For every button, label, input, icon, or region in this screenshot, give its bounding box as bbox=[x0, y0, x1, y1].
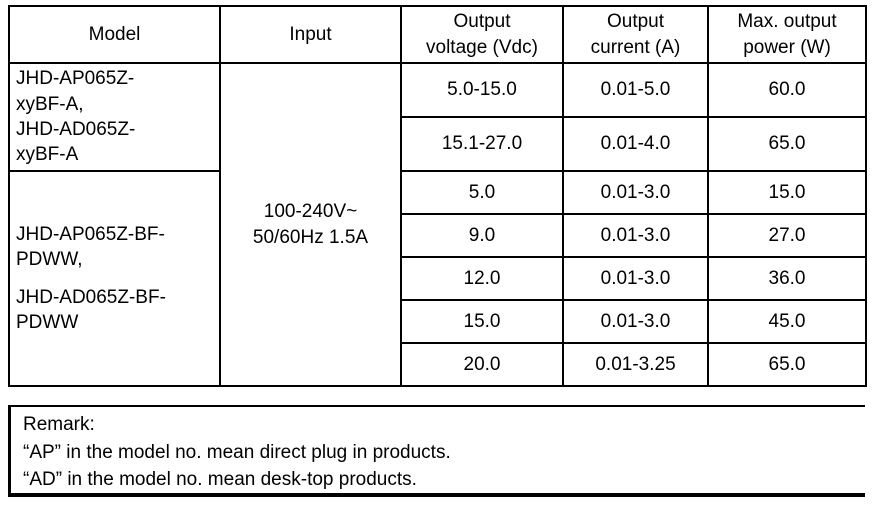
cell-max-output-power: 15.0 bbox=[707, 170, 867, 215]
column-header-model: Model bbox=[8, 5, 221, 64]
remark-line-ad: “AD” in the model no. mean desk-top prod… bbox=[23, 469, 417, 491]
column-header-max-output-power-line2: power (W) bbox=[743, 36, 831, 58]
table-header: Model Input Output voltage (Vdc) Output … bbox=[8, 5, 867, 64]
table-body: JHD-AP065Z- xyBF-A, JHD-AD065Z- xyBF-A 1… bbox=[8, 62, 867, 387]
remark-section: Remark: “AP” in the model no. mean direc… bbox=[8, 405, 865, 497]
column-header-output-voltage: Output voltage (Vdc) bbox=[400, 5, 564, 64]
column-header-output-current-line2: current (A) bbox=[590, 36, 681, 58]
model-name-line: xyBF-A bbox=[16, 144, 79, 166]
column-header-max-output-power-line1: Max. output bbox=[737, 11, 837, 33]
model-cell-group-1: JHD-AP065Z- xyBF-A, JHD-AD065Z- xyBF-A bbox=[8, 62, 221, 172]
input-rating-line2: 50/60Hz 1.5A bbox=[252, 226, 369, 248]
cell-output-current: 0.01-3.0 bbox=[562, 299, 709, 344]
model-name-line: JHD-AP065Z-BF- bbox=[16, 223, 165, 245]
cell-output-current: 0.01-5.0 bbox=[562, 62, 709, 118]
cell-max-output-power: 65.0 bbox=[707, 116, 867, 172]
cell-output-current: 0.01-3.0 bbox=[562, 213, 709, 258]
table-header-row: Model Input Output voltage (Vdc) Output … bbox=[8, 5, 867, 64]
column-header-output-current: Output current (A) bbox=[562, 5, 709, 64]
column-header-output-voltage-line1: Output bbox=[453, 11, 511, 33]
model-name-line: xyBF-A, bbox=[16, 93, 84, 115]
cell-max-output-power: 45.0 bbox=[707, 299, 867, 344]
cell-output-voltage: 15.1-27.0 bbox=[400, 116, 564, 172]
column-header-output-voltage-line2: voltage (Vdc) bbox=[426, 36, 538, 58]
model-name-line: JHD-AP065Z- bbox=[16, 68, 135, 90]
cell-output-current: 0.01-3.25 bbox=[562, 342, 709, 387]
model-name-line: PDWW, bbox=[16, 249, 83, 271]
column-header-output-current-line1: Output bbox=[606, 11, 665, 33]
output-specification-table: Model Input Output voltage (Vdc) Output … bbox=[8, 5, 867, 387]
model-name-line: JHD-AD065Z-BF- bbox=[16, 286, 166, 308]
cell-output-current: 0.01-4.0 bbox=[562, 116, 709, 172]
input-rating-line1: 100-240V~ bbox=[263, 201, 358, 223]
cell-output-voltage: 15.0 bbox=[400, 299, 564, 344]
table-row: JHD-AP065Z-BF- PDWW, JHD-AD065Z-BF- PDWW… bbox=[8, 170, 867, 387]
remark-title: Remark: bbox=[23, 414, 95, 435]
model-name-line: PDWW bbox=[16, 311, 79, 333]
cell-max-output-power: 27.0 bbox=[707, 213, 867, 258]
cell-max-output-power: 65.0 bbox=[707, 342, 867, 387]
cell-max-output-power: 60.0 bbox=[707, 62, 867, 118]
table-row: 15.1-27.0 0.01-4.0 65.0 bbox=[9, 116, 867, 172]
column-header-model-label: Model bbox=[88, 23, 141, 45]
table-row: 12.0 0.01-3.0 36.0 bbox=[9, 256, 867, 301]
model-name-line: JHD-AD065Z- bbox=[16, 119, 136, 140]
table-row: 15.0 0.01-3.0 45.0 bbox=[9, 299, 867, 344]
cell-output-voltage: 5.0 bbox=[400, 170, 564, 215]
table-row: 20.0 0.01-3.25 65.0 bbox=[9, 342, 867, 387]
cell-max-output-power: 36.0 bbox=[707, 256, 867, 301]
remark-line-ap: “AP” in the model no. mean direct plug i… bbox=[23, 441, 451, 463]
cell-output-voltage: 12.0 bbox=[400, 256, 564, 301]
column-header-input-label: Input bbox=[289, 23, 332, 45]
table-row: JHD-AP065Z- xyBF-A, JHD-AD065Z- xyBF-A 1… bbox=[8, 62, 867, 387]
column-header-input: Input bbox=[219, 5, 402, 64]
column-header-max-output-power: Max. output power (W) bbox=[707, 5, 867, 64]
table-row: 9.0 0.01-3.0 27.0 bbox=[9, 213, 867, 258]
model-cell-group-2: JHD-AP065Z-BF- PDWW, JHD-AD065Z-BF- PDWW bbox=[8, 170, 221, 387]
model-name-spacer bbox=[16, 273, 213, 285]
cell-output-voltage: 5.0-15.0 bbox=[400, 62, 564, 118]
cell-output-current: 0.01-3.0 bbox=[562, 170, 709, 215]
cell-output-voltage: 20.0 bbox=[400, 342, 564, 387]
input-rating-cell: 100-240V~ 50/60Hz 1.5A bbox=[219, 62, 402, 387]
cell-output-voltage: 9.0 bbox=[400, 213, 564, 258]
cell-output-current: 0.01-3.0 bbox=[562, 256, 709, 301]
